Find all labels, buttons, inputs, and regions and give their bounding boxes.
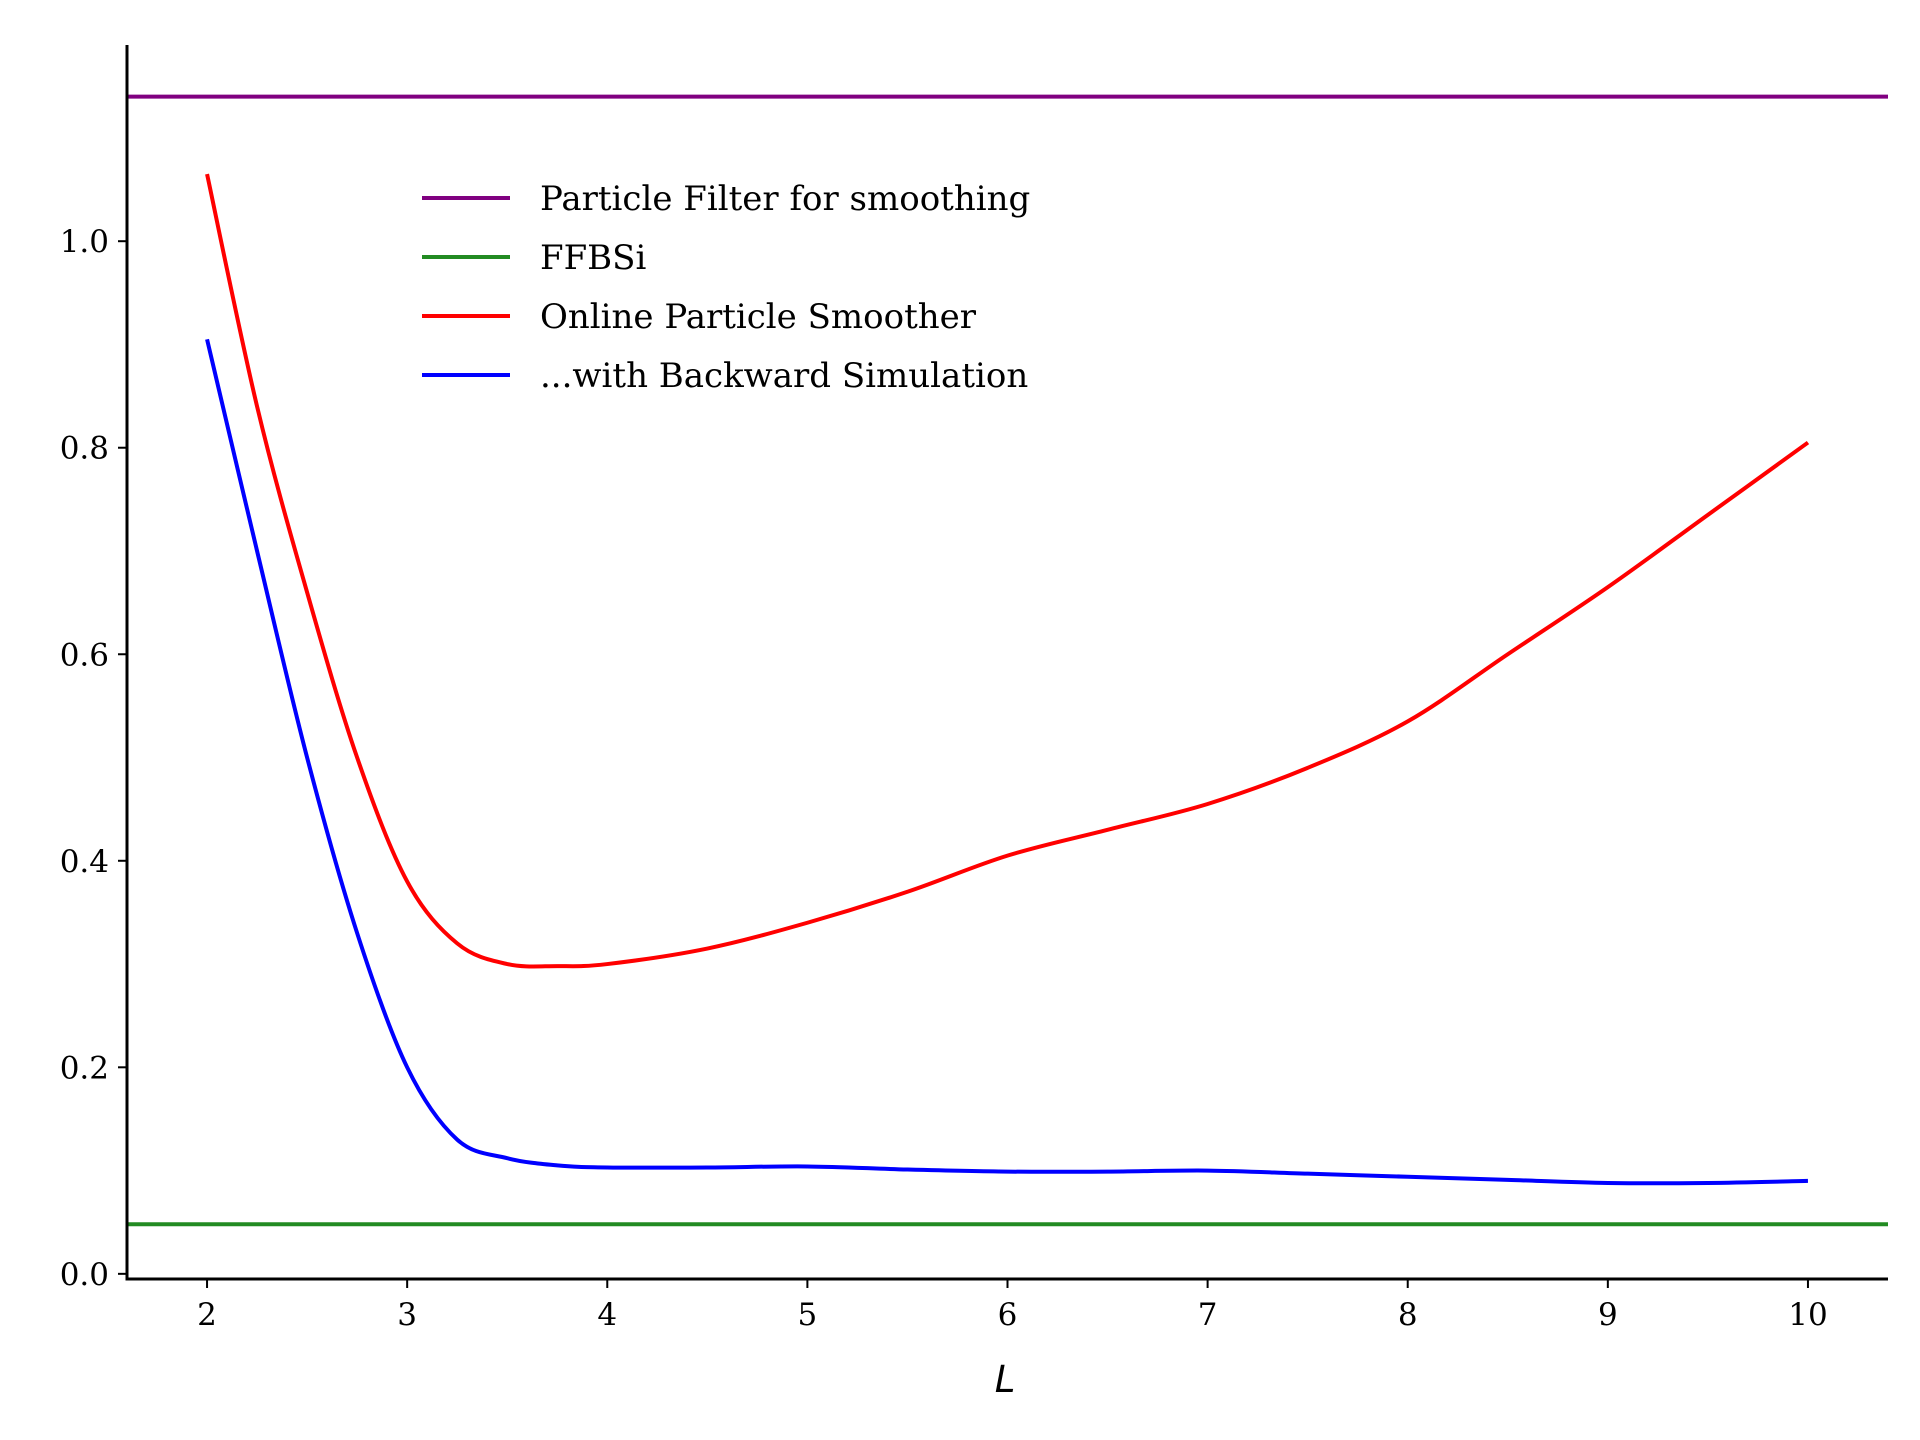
y-tick-label: 0.4: [60, 844, 109, 880]
series-line-online-particle-smoother: [205, 173, 1810, 969]
legend-label: ...with Backward Simulation: [540, 356, 1028, 396]
x-tick-label: 9: [1598, 1297, 1618, 1333]
x-tick-label: 8: [1398, 1297, 1418, 1333]
y-tick-label: 0.8: [60, 431, 109, 467]
legend: Particle Filter for smoothing FFBSi Online…: [422, 179, 1030, 396]
y-tick-label: 0.6: [60, 637, 109, 673]
x-axis-label: L: [995, 1358, 1016, 1401]
y-tick-label: 0.2: [60, 1050, 109, 1086]
legend-label: Online Particle Smoother: [540, 297, 977, 337]
legend-entry-particle-filter-for-smoothing: Particle Filter for smoothing: [422, 179, 1030, 219]
x-tick-label: 7: [1198, 1297, 1218, 1333]
x-tick-label: 6: [998, 1297, 1018, 1333]
series-line-with-backward-simulation: [205, 338, 1808, 1186]
legend-label: Particle Filter for smoothing: [540, 179, 1030, 219]
x-tick-label: 10: [1788, 1297, 1827, 1333]
y-tick-label: 1.0: [60, 224, 109, 260]
plot-area: [127, 94, 1888, 1227]
x-tick-label: 2: [197, 1297, 217, 1333]
x-tick-label: 5: [798, 1297, 818, 1333]
legend-label: FFBSi: [540, 238, 646, 278]
legend-entry-online-particle-smoother: Online Particle Smoother: [422, 297, 977, 337]
x-tick-label: 3: [397, 1297, 417, 1333]
y-tick-label: 0.0: [60, 1257, 109, 1293]
x-tick-label: 4: [597, 1297, 617, 1333]
axes: 2 3 4 5 6 7 8 9 10 0.0 0.2 0.4 0.6 0.8 1.0: [60, 45, 1888, 1333]
legend-entry-with-backward-simulation: ...with Backward Simulation: [422, 356, 1028, 396]
legend-entry-ffbsi: FFBSi: [422, 238, 646, 278]
